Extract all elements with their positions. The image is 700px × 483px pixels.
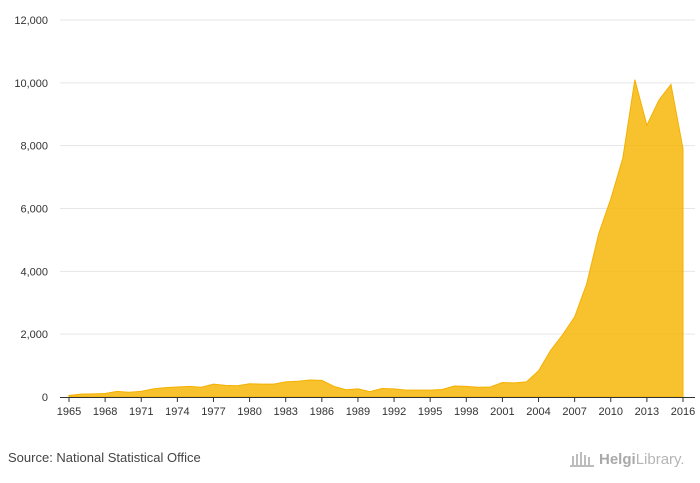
- y-tick-label: 0: [42, 392, 48, 404]
- x-tick-label: 1968: [93, 406, 117, 418]
- y-axis-labels: 0 2,000 4,000 6,000 8,000 10,000 12,000: [14, 15, 48, 404]
- x-tick-label: 2016: [671, 406, 695, 418]
- library-building-icon: [570, 452, 594, 467]
- x-tick-label: 1965: [57, 406, 81, 418]
- x-tick-label: 1995: [418, 406, 442, 418]
- x-axis: [60, 397, 695, 402]
- y-tick-label: 6,000: [20, 204, 48, 216]
- x-tick-label: 1980: [237, 406, 261, 418]
- x-tick-label: 1971: [129, 406, 153, 418]
- series-area-fill: [68, 79, 684, 398]
- y-tick-label: 4,000: [20, 266, 48, 278]
- x-tick-label: 1998: [454, 406, 478, 418]
- y-tick-label: 8,000: [20, 141, 48, 153]
- x-tick-label: 1986: [310, 406, 334, 418]
- helgi-library-logo: Helgi Library.: [569, 448, 685, 470]
- x-tick-label: 2007: [562, 406, 586, 418]
- y-tick-label: 12,000: [14, 15, 48, 27]
- x-tick-label: 1989: [346, 406, 370, 418]
- x-tick-label: 2001: [490, 406, 514, 418]
- logo-brand-light: Library.: [635, 450, 685, 468]
- x-axis-labels: 1965 1968 1971 1974 1977 1980 1983 1986 1989 1992…: [57, 406, 695, 418]
- logo-brand-strong: Helgi: [599, 450, 636, 468]
- x-tick-label: 2013: [635, 406, 659, 418]
- source-note: Source: National Statistical Office: [8, 450, 201, 465]
- x-tick-label: 2004: [526, 406, 550, 418]
- x-tick-label: 1983: [273, 406, 297, 418]
- y-tick-label: 10,000: [14, 78, 48, 90]
- x-tick-label: 1974: [165, 406, 189, 418]
- x-tick-label: 1977: [201, 406, 225, 418]
- x-tick-label: 1992: [382, 406, 406, 418]
- x-tick-label: 2010: [599, 406, 623, 418]
- series-area: [68, 79, 684, 398]
- y-tick-label: 2,000: [20, 329, 48, 341]
